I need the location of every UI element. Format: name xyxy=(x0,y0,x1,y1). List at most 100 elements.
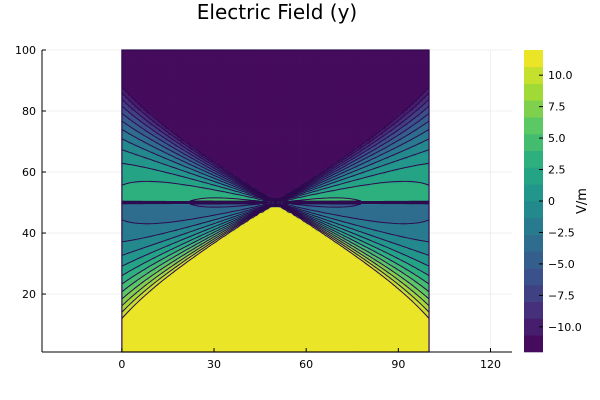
field-cell xyxy=(207,249,212,253)
field-cell xyxy=(407,228,412,232)
field-cell xyxy=(416,219,421,223)
field-cell xyxy=(171,258,175,262)
field-cell xyxy=(134,264,138,268)
field-cell xyxy=(167,288,172,292)
field-cell xyxy=(260,282,264,286)
field-cell xyxy=(346,285,350,289)
field-cell xyxy=(306,288,310,292)
field-cell xyxy=(241,228,246,232)
field-cell xyxy=(379,234,384,238)
field-cell xyxy=(395,291,399,296)
field-cell xyxy=(241,231,246,235)
field-cell xyxy=(272,297,276,302)
field-cell xyxy=(290,309,295,314)
field-cell xyxy=(226,243,230,247)
field-cell xyxy=(260,291,264,296)
field-cell xyxy=(355,282,359,286)
field-cell xyxy=(425,243,430,247)
field-cell xyxy=(244,294,249,299)
field-cell xyxy=(232,216,236,220)
field-cell xyxy=(149,237,153,241)
field-cell xyxy=(324,315,329,320)
field-cell xyxy=(137,267,141,271)
field-cell xyxy=(407,330,412,335)
field-cell xyxy=(272,333,276,338)
field-cell xyxy=(407,318,412,323)
field-cell xyxy=(389,315,393,320)
field-cell xyxy=(152,207,157,211)
field-cell xyxy=(275,237,279,241)
field-cell xyxy=(155,306,160,311)
field-cell xyxy=(210,264,215,268)
field-cell xyxy=(352,237,356,241)
field-cell xyxy=(247,246,252,250)
field-cell xyxy=(131,318,135,323)
field-cell xyxy=(395,210,399,214)
field-cell xyxy=(238,348,243,353)
field-cell xyxy=(389,330,393,335)
field-cell xyxy=(312,309,316,314)
field-cell xyxy=(167,339,172,344)
field-cell xyxy=(244,225,249,229)
field-cell xyxy=(389,321,393,326)
field-cell xyxy=(364,264,369,268)
field-cell xyxy=(410,318,415,323)
field-cell xyxy=(235,333,240,338)
field-cell xyxy=(370,243,375,247)
field-cell xyxy=(349,291,353,296)
field-cell xyxy=(180,291,184,296)
field-cell xyxy=(318,267,322,271)
field-cell xyxy=(306,297,310,302)
field-cell xyxy=(226,288,230,292)
field-cell xyxy=(214,312,218,317)
field-cell xyxy=(296,261,301,265)
field-cell xyxy=(214,318,218,323)
field-cell xyxy=(161,273,166,277)
field-cell xyxy=(346,231,350,235)
field-cell xyxy=(210,288,215,292)
field-cell xyxy=(407,234,412,238)
field-cell xyxy=(223,249,227,253)
field-cell xyxy=(266,282,270,286)
field-cell xyxy=(303,300,307,305)
field-cell xyxy=(309,237,313,241)
field-cell xyxy=(422,288,427,292)
field-cell xyxy=(192,306,196,311)
field-cell xyxy=(413,342,418,347)
field-cell xyxy=(373,249,378,253)
field-cell xyxy=(177,240,181,244)
field-cell xyxy=(346,261,350,265)
field-cell xyxy=(324,270,329,274)
field-cell xyxy=(303,330,307,335)
field-cell xyxy=(253,324,258,329)
field-cell xyxy=(346,237,350,241)
field-cell xyxy=(257,255,261,259)
field-cell xyxy=(121,276,126,280)
field-cell xyxy=(140,228,144,232)
field-cell xyxy=(149,249,153,253)
field-cell xyxy=(229,297,233,302)
field-cell xyxy=(389,285,393,289)
field-cell xyxy=(167,225,172,229)
field-cell xyxy=(367,300,372,305)
field-cell xyxy=(177,276,181,280)
field-cell xyxy=(352,279,356,283)
field-cell xyxy=(398,306,402,311)
field-cell xyxy=(250,315,255,320)
field-cell xyxy=(386,342,390,347)
field-cell xyxy=(152,231,157,235)
field-cell xyxy=(201,273,206,277)
field-cell xyxy=(281,348,286,353)
field-cell xyxy=(382,330,387,335)
field-cell xyxy=(327,303,332,308)
field-cell xyxy=(367,324,372,329)
field-cell xyxy=(373,348,378,353)
field-cell xyxy=(416,339,421,344)
field-cell xyxy=(235,252,240,256)
field-cell xyxy=(195,327,200,332)
field-cell xyxy=(238,249,243,253)
field-cell xyxy=(315,279,319,283)
field-cell xyxy=(389,294,393,299)
field-cell xyxy=(164,207,169,211)
field-cell xyxy=(327,309,332,314)
